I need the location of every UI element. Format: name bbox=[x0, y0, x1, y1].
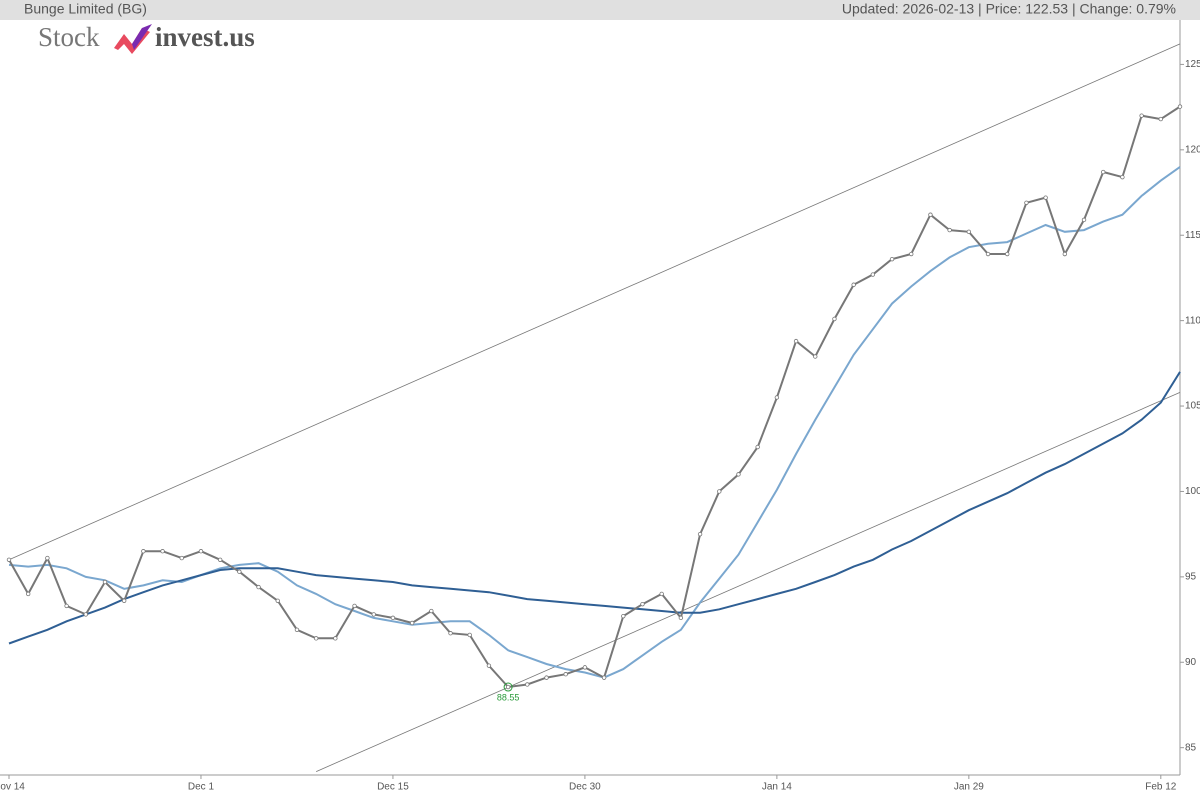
logo-right: invest.us bbox=[155, 22, 255, 52]
y-tick-label: 105 bbox=[1185, 401, 1200, 412]
y-tick-label: 120 bbox=[1185, 144, 1200, 155]
price-point bbox=[1062, 251, 1068, 257]
price-point bbox=[179, 555, 184, 561]
y-tick-label: 95 bbox=[1185, 571, 1197, 582]
header-bar bbox=[0, 0, 1200, 20]
price-point bbox=[102, 579, 108, 585]
price-point bbox=[621, 613, 626, 619]
price-point bbox=[1139, 113, 1144, 118]
annotation-label: 88.55 bbox=[497, 692, 520, 702]
company-name: Bunge Limited (BG) bbox=[24, 1, 147, 17]
price-point bbox=[966, 229, 972, 235]
price-point bbox=[448, 631, 453, 636]
trend-line bbox=[315, 392, 1181, 772]
y-tick-label: 90 bbox=[1185, 657, 1197, 668]
price-point bbox=[678, 615, 684, 621]
x-tick-label: Nov 14 bbox=[0, 782, 25, 793]
price-point bbox=[141, 549, 146, 554]
price-point bbox=[717, 489, 722, 494]
series-line bbox=[8, 371, 1181, 645]
price-point bbox=[45, 555, 50, 561]
price-point bbox=[333, 636, 338, 641]
price-point bbox=[486, 663, 492, 668]
price-point bbox=[313, 636, 319, 641]
price-point bbox=[371, 612, 376, 617]
price-point bbox=[237, 569, 242, 574]
x-tick-label: Jan 29 bbox=[954, 782, 984, 793]
price-point bbox=[928, 212, 933, 217]
series-line bbox=[8, 105, 1181, 689]
price-point bbox=[601, 675, 607, 680]
annotation-marker bbox=[503, 682, 513, 692]
logo-left: Stock bbox=[38, 22, 100, 52]
x-tick-label: Dec 15 bbox=[377, 782, 409, 793]
price-point bbox=[1120, 174, 1125, 180]
price-point bbox=[429, 608, 434, 614]
price-point bbox=[870, 272, 876, 277]
price-point bbox=[851, 282, 856, 287]
price-point bbox=[160, 549, 165, 554]
price-point bbox=[64, 603, 69, 609]
price-point bbox=[832, 316, 837, 322]
price-point bbox=[985, 251, 991, 257]
price-point bbox=[640, 601, 645, 607]
series-line bbox=[8, 166, 1181, 679]
price-point bbox=[659, 591, 664, 597]
price-point bbox=[736, 472, 741, 477]
price-point bbox=[6, 557, 12, 562]
y-tick-label: 125 bbox=[1185, 59, 1200, 70]
price-point bbox=[813, 354, 818, 359]
price-point bbox=[947, 227, 952, 233]
price-point bbox=[1081, 217, 1087, 223]
y-tick-label: 115 bbox=[1185, 230, 1200, 241]
status: Updated: 2026-02-13 | Price: 122.53 | Ch… bbox=[842, 1, 1176, 17]
price-point bbox=[582, 665, 588, 670]
price-point bbox=[793, 338, 799, 344]
price-point bbox=[1024, 200, 1029, 205]
price-point bbox=[525, 682, 530, 687]
price-point bbox=[467, 632, 472, 638]
price-point bbox=[256, 584, 261, 590]
price-point bbox=[544, 675, 549, 680]
logo-icon-accent bbox=[132, 24, 152, 50]
price-point bbox=[294, 627, 300, 633]
price-point bbox=[563, 672, 568, 677]
y-tick-label: 85 bbox=[1185, 742, 1197, 753]
price-point bbox=[889, 256, 895, 262]
y-tick-label: 100 bbox=[1185, 486, 1200, 497]
price-point bbox=[121, 598, 127, 603]
price-point bbox=[25, 591, 31, 597]
price-point bbox=[409, 620, 415, 626]
price-point bbox=[275, 598, 280, 603]
price-point bbox=[909, 251, 914, 257]
price-point bbox=[755, 444, 760, 450]
price-point bbox=[390, 615, 396, 621]
price-point bbox=[1043, 195, 1048, 200]
price-point bbox=[1101, 169, 1106, 175]
price-point bbox=[83, 612, 88, 617]
price-point bbox=[1158, 116, 1164, 122]
price-point bbox=[352, 603, 357, 609]
x-tick-label: Feb 12 bbox=[1145, 782, 1177, 793]
x-tick-label: Dec 30 bbox=[569, 782, 601, 793]
price-point bbox=[774, 395, 780, 400]
price-point bbox=[505, 684, 511, 690]
x-tick-label: Dec 1 bbox=[188, 782, 215, 793]
price-point bbox=[1177, 104, 1183, 109]
price-point bbox=[1005, 251, 1010, 257]
trend-line bbox=[8, 43, 1181, 561]
price-point bbox=[217, 557, 223, 562]
x-tick-label: Jan 14 bbox=[762, 782, 792, 793]
y-tick-label: 110 bbox=[1185, 315, 1200, 326]
price-point bbox=[198, 549, 204, 554]
price-point bbox=[697, 531, 703, 537]
